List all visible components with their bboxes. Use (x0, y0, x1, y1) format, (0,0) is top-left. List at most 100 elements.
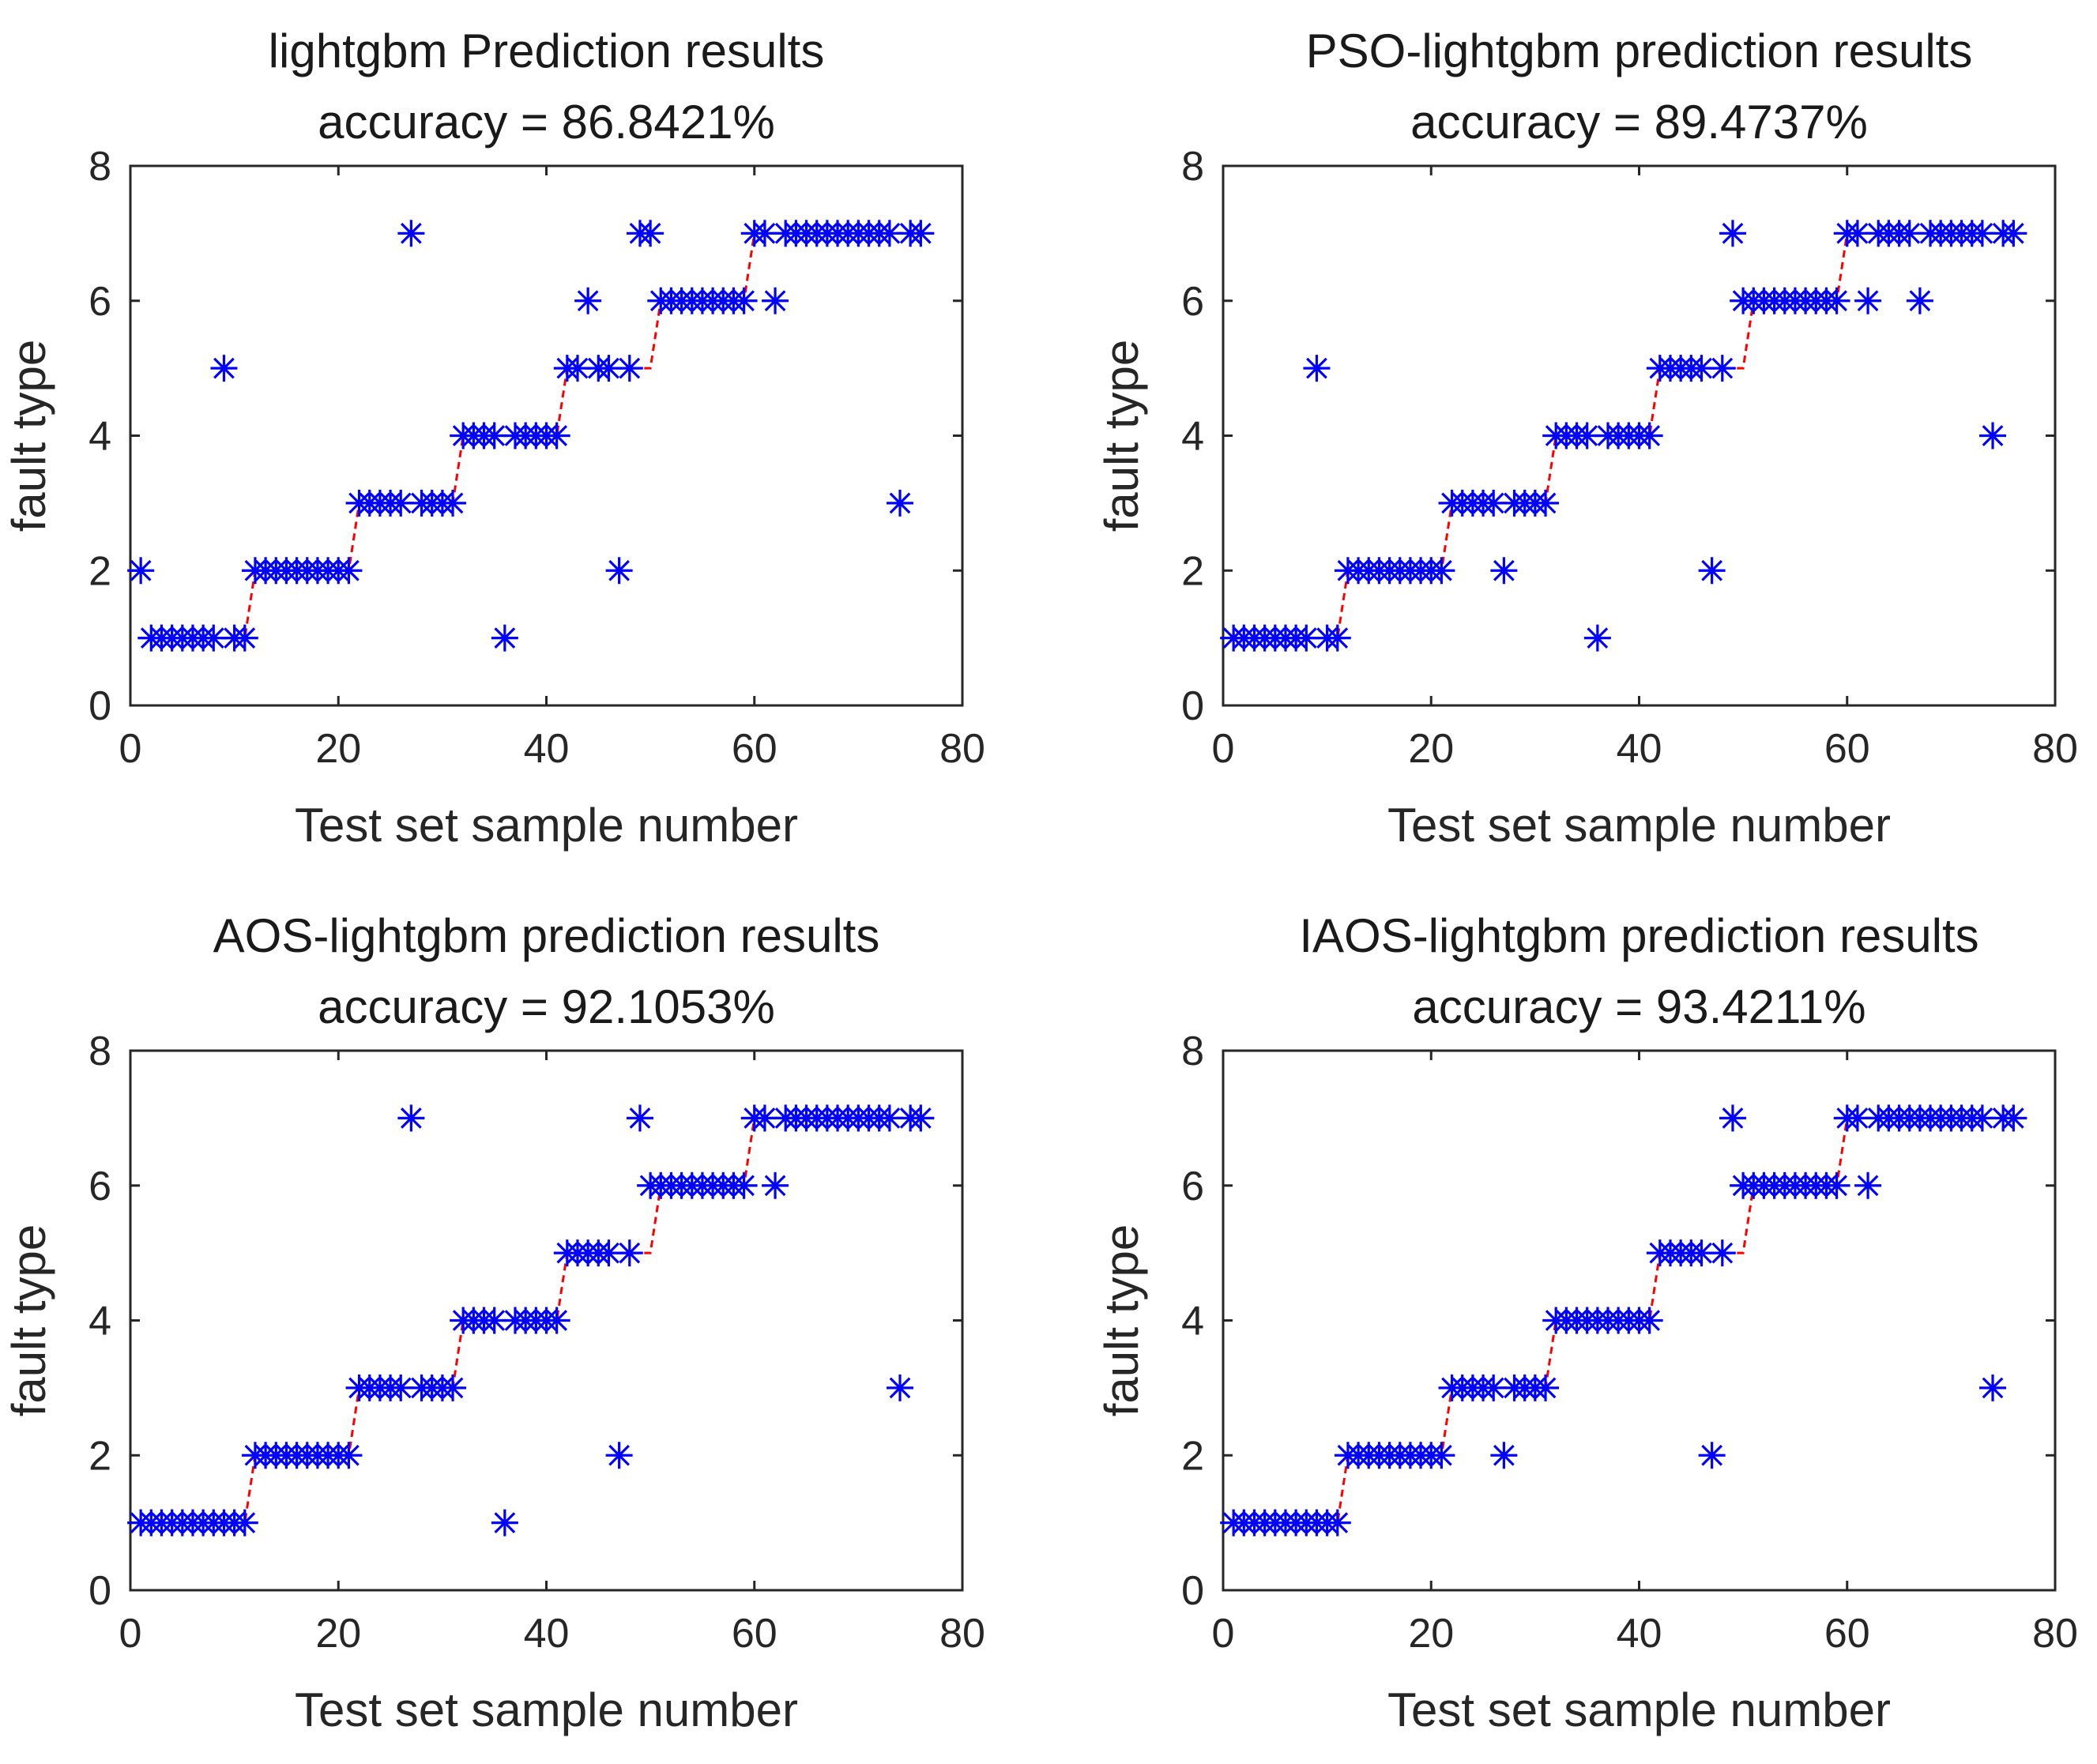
predicted-point (543, 1307, 570, 1334)
predicted-point (637, 220, 664, 247)
predicted-point (2000, 220, 2027, 247)
x-tick-label: 20 (1408, 1611, 1454, 1657)
chart-subtitle: accuracy = 93.4211% (1412, 980, 1865, 1033)
chart-panel-2: PSO-lightgbm prediction results accuracy … (1095, 24, 2078, 852)
predicted-point (1968, 1104, 1996, 1132)
predicted-point (875, 220, 903, 247)
predicted-point (1843, 1104, 1871, 1132)
predicted-point (1843, 220, 1871, 247)
predicted-point (1532, 1374, 1560, 1401)
predicted-point (626, 1104, 653, 1132)
predicted-point (1823, 1172, 1850, 1199)
y-tick-label: 4 (88, 414, 111, 460)
predicted-point (1323, 1509, 1351, 1536)
x-tick-label: 40 (1617, 1611, 1662, 1657)
predicted-point (387, 1374, 415, 1401)
y-tick-label: 4 (88, 1299, 111, 1345)
predicted-point (1979, 1374, 2007, 1401)
predicted-point (616, 355, 643, 382)
predicted-point (1428, 1442, 1455, 1469)
x-tick-label: 0 (119, 726, 142, 772)
x-tick-label: 0 (119, 1611, 142, 1657)
predicted-point (543, 422, 570, 449)
chart-panel-3: AOS-lightgbm prediction results accuracy … (2, 909, 985, 1736)
predicted-point (887, 1374, 914, 1401)
predicted-point (605, 1442, 633, 1469)
y-tick-label: 2 (88, 548, 111, 594)
predicted-point (397, 220, 425, 247)
predicted-point (480, 1307, 508, 1334)
predicted-point (1490, 1442, 1518, 1469)
chart-subtitle: accuracy = 92.1053% (318, 980, 775, 1033)
x-tick-label: 80 (2032, 726, 2078, 772)
predicted-point (1532, 489, 1560, 517)
predicted-point (1323, 624, 1351, 652)
y-tick-label: 8 (88, 1029, 111, 1074)
predicted-point (762, 287, 789, 314)
x-axis-label: Test set sample number (295, 1683, 798, 1736)
predicted-point (595, 1239, 623, 1267)
predicted-point (605, 557, 633, 585)
y-tick-label: 2 (88, 1433, 111, 1479)
y-tick-label: 6 (1181, 279, 1204, 325)
predicted-point (1698, 557, 1726, 585)
predicted-point (491, 624, 518, 652)
x-axis-label: Test set sample number (295, 799, 798, 852)
y-tick-label: 0 (1181, 1568, 1204, 1614)
predicted-point (491, 1509, 518, 1536)
predicted-point (210, 355, 238, 382)
predicted-point (1480, 489, 1508, 517)
predicted-point (1428, 557, 1455, 585)
x-tick-label: 80 (939, 1611, 985, 1657)
predicted-point (751, 220, 778, 247)
predicted-point (387, 489, 415, 517)
predicted-point (1854, 287, 1882, 314)
predicted-point (1636, 1307, 1663, 1334)
x-tick-label: 60 (732, 726, 777, 772)
predicted-point (762, 1172, 789, 1199)
predicted-point (907, 220, 935, 247)
x-tick-label: 20 (315, 1611, 361, 1657)
x-tick-label: 40 (1617, 726, 1662, 772)
predicted-point (1906, 287, 1933, 314)
x-tick-label: 60 (732, 1611, 777, 1657)
predicted-point (595, 355, 623, 382)
predicted-point (1293, 624, 1320, 652)
predicted-point (1719, 1104, 1746, 1132)
predicted-point (397, 1104, 425, 1132)
predicted-point (563, 355, 591, 382)
predicted-point (887, 489, 914, 517)
y-axis-label: fault type (2, 340, 55, 532)
predicted-point (730, 1172, 758, 1199)
y-tick-label: 8 (1181, 144, 1204, 190)
x-tick-label: 20 (1408, 726, 1454, 772)
predicted-point (439, 1374, 467, 1401)
predicted-point (1979, 422, 2007, 449)
predicted-point (616, 1239, 643, 1267)
predicted-point (1490, 557, 1518, 585)
predicted-point (1573, 422, 1601, 449)
predicted-point (1719, 220, 1746, 247)
predicted-point (1636, 422, 1663, 449)
y-tick-label: 6 (1181, 1164, 1204, 1209)
x-tick-label: 80 (2032, 1611, 2078, 1657)
predicted-point (875, 1104, 903, 1132)
predicted-point (730, 287, 758, 314)
chart-subtitle: accuracy = 86.8421% (318, 96, 775, 149)
predicted-point (1583, 624, 1611, 652)
predicted-point (1303, 355, 1331, 382)
predicted-point (1688, 1239, 1715, 1267)
x-tick-label: 60 (1824, 1611, 1870, 1657)
predicted-point (231, 1509, 258, 1536)
chart-title: lightgbm Prediction results (269, 24, 825, 77)
y-tick-label: 6 (88, 1164, 111, 1209)
y-tick-label: 4 (1181, 1299, 1204, 1345)
x-tick-label: 0 (1212, 726, 1235, 772)
y-tick-label: 6 (88, 279, 111, 325)
chart-panel-1: lightgbm Prediction results accuracy = 86… (2, 24, 985, 852)
chart-title: AOS-lightgbm prediction results (213, 909, 880, 962)
predicted-point (1698, 1442, 1726, 1469)
predicted-point (1823, 287, 1850, 314)
predicted-point (1480, 1374, 1508, 1401)
